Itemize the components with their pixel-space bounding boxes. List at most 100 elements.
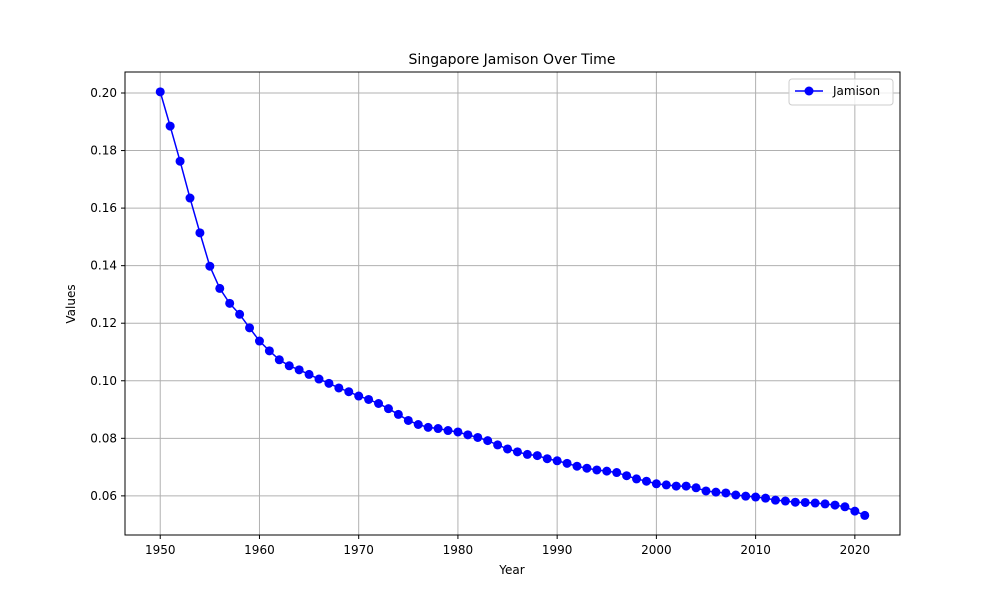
data-point — [681, 481, 691, 491]
data-point — [741, 491, 751, 501]
legend-label-jamison: Jamison — [832, 84, 880, 98]
y-axis-ticks: 0.06 0.08 0.10 0.12 0.14 0.16 0.18 0.20 — [90, 86, 125, 503]
y-tick-label: 0.06 — [90, 489, 117, 503]
data-point — [512, 447, 522, 457]
data-point — [622, 471, 632, 481]
x-tick-label: 2000 — [641, 543, 672, 557]
data-point — [542, 454, 552, 464]
data-point — [294, 365, 304, 375]
data-point — [205, 261, 215, 271]
data-point — [552, 456, 562, 466]
data-point — [810, 498, 820, 508]
data-point — [463, 430, 473, 440]
y-tick-label: 0.12 — [90, 316, 117, 330]
x-tick-label: 1970 — [343, 543, 374, 557]
y-tick-label: 0.10 — [90, 374, 117, 388]
data-point — [711, 487, 721, 497]
data-point — [840, 502, 850, 512]
data-point — [612, 468, 622, 478]
data-point — [572, 461, 582, 471]
data-point — [185, 193, 195, 203]
x-axis-ticks: 1950 1960 1970 1980 1990 2000 2010 2020 — [145, 535, 870, 557]
data-point — [493, 440, 503, 450]
legend: Jamison — [788, 78, 894, 106]
x-tick-label: 1980 — [443, 543, 474, 557]
data-point — [423, 422, 433, 432]
data-point — [245, 323, 255, 333]
y-tick-label: 0.16 — [90, 201, 117, 215]
data-point — [860, 510, 870, 520]
chart-title: Singapore Jamison Over Time — [409, 52, 616, 68]
data-point — [522, 449, 532, 459]
data-point — [413, 420, 423, 429]
y-axis-label: Values — [64, 284, 78, 323]
data-point — [175, 156, 185, 166]
data-point — [433, 424, 443, 434]
data-point — [344, 387, 354, 397]
data-point — [195, 228, 205, 238]
data-point — [374, 399, 384, 408]
legend-marker-swatch — [804, 86, 814, 96]
x-tick-label: 2020 — [840, 543, 871, 557]
data-point — [632, 474, 642, 484]
data-point — [453, 427, 463, 437]
data-point — [731, 490, 741, 500]
data-point — [473, 432, 483, 442]
data-point — [602, 466, 612, 476]
data-point — [562, 458, 572, 468]
data-point — [383, 404, 393, 414]
data-point — [354, 391, 364, 401]
y-tick-label: 0.14 — [90, 259, 117, 273]
data-point — [641, 476, 651, 486]
data-point — [284, 361, 294, 371]
plot-frame — [124, 71, 901, 536]
data-point — [235, 309, 245, 319]
data-point — [651, 479, 661, 489]
data-point — [780, 496, 790, 506]
data-point — [592, 465, 602, 475]
x-tick-label: 1950 — [145, 543, 176, 557]
data-point — [671, 481, 681, 491]
data-point — [215, 283, 225, 293]
grid-lines — [125, 72, 900, 535]
data-point — [443, 426, 453, 436]
legend-box — [788, 78, 894, 106]
data-point — [254, 336, 264, 346]
x-axis-label: Year — [498, 563, 524, 577]
data-point — [701, 486, 711, 496]
data-point — [324, 378, 334, 388]
data-point — [820, 499, 830, 509]
data-point — [503, 444, 513, 454]
data-point — [483, 436, 493, 446]
data-point — [314, 374, 324, 384]
data-point — [761, 493, 771, 503]
data-point — [582, 463, 592, 473]
data-point — [850, 506, 860, 516]
data-point — [334, 383, 344, 393]
data-point — [155, 87, 165, 97]
data-point — [661, 480, 671, 490]
data-point — [751, 492, 761, 502]
data-point — [264, 346, 274, 356]
data-point — [721, 488, 731, 498]
y-tick-label: 0.18 — [90, 144, 117, 158]
data-point — [364, 394, 374, 404]
data-point — [800, 497, 810, 507]
data-point — [532, 451, 542, 461]
data-point — [274, 355, 284, 365]
data-point — [691, 483, 701, 493]
y-tick-label: 0.20 — [90, 86, 117, 100]
data-point — [403, 415, 413, 425]
x-tick-label: 2010 — [740, 543, 771, 557]
data-point — [830, 500, 840, 510]
data-point — [165, 121, 175, 131]
data-point — [304, 369, 314, 379]
data-point — [770, 495, 780, 505]
x-tick-label: 1960 — [244, 543, 275, 557]
data-point — [790, 497, 800, 507]
x-tick-label: 1990 — [542, 543, 573, 557]
data-point — [393, 409, 403, 419]
y-tick-label: 0.08 — [90, 431, 117, 445]
data-point — [225, 298, 235, 308]
